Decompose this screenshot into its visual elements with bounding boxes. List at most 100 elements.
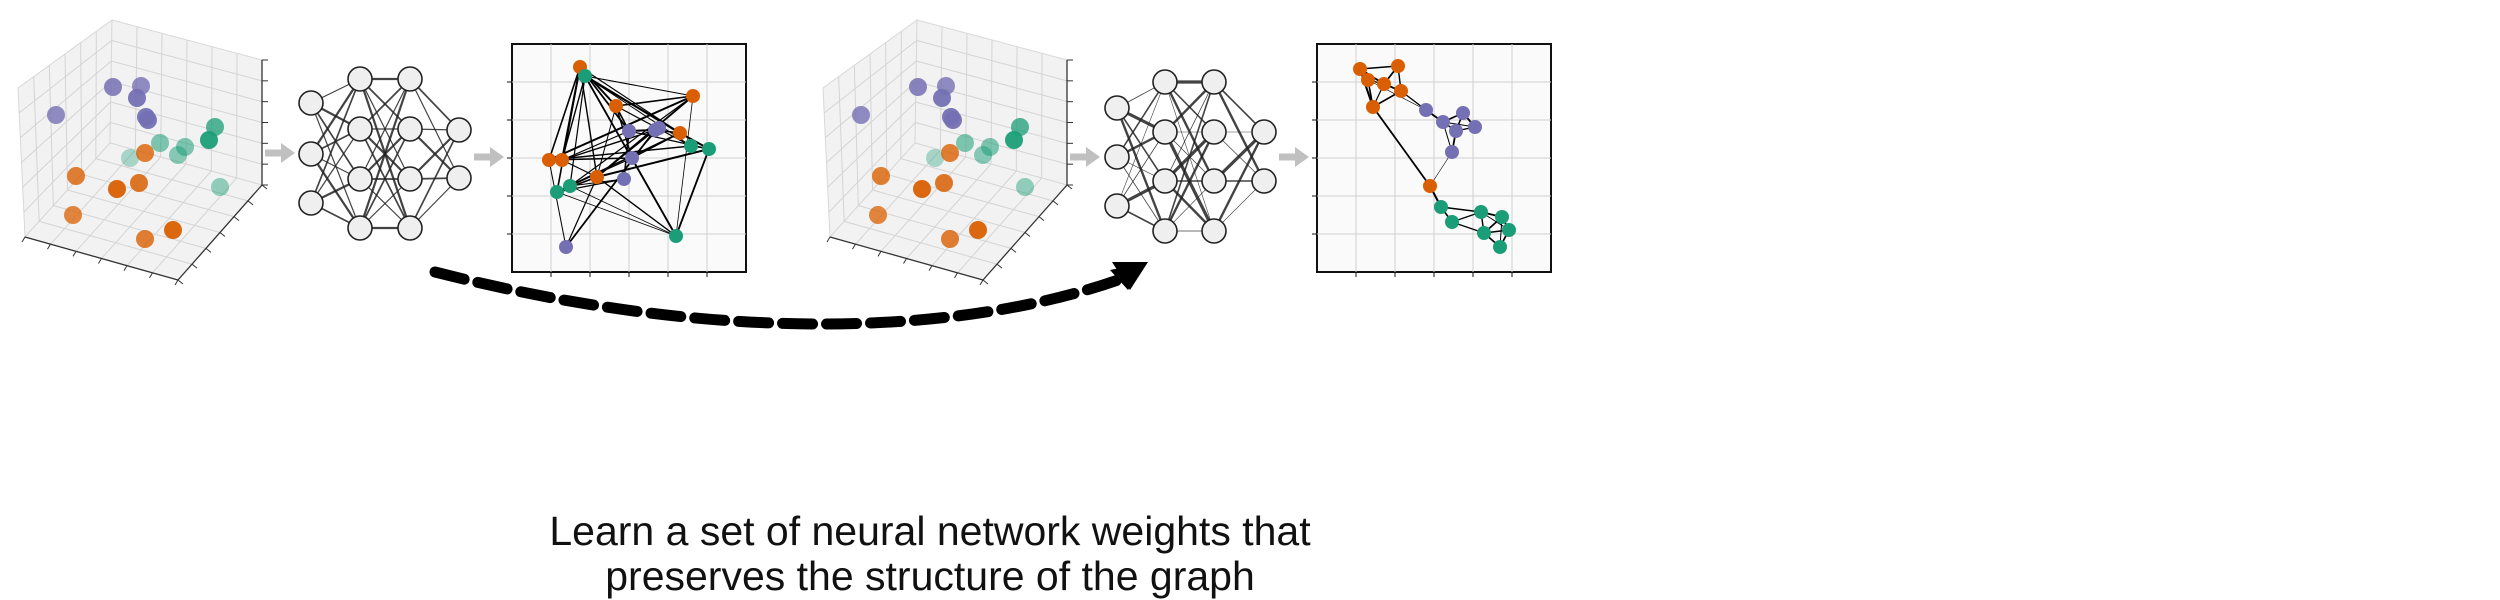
tick bbox=[150, 273, 153, 278]
tick bbox=[175, 280, 178, 285]
caption-line-2: preserves the structure of the graph bbox=[0, 553, 1860, 600]
neuron-node bbox=[1153, 219, 1177, 243]
neuron-node bbox=[1202, 169, 1226, 193]
data-point bbox=[1005, 131, 1023, 149]
neuron-node bbox=[1202, 70, 1226, 94]
data-point bbox=[941, 144, 959, 162]
tick bbox=[192, 264, 197, 268]
data-point bbox=[67, 167, 85, 185]
tick bbox=[48, 244, 51, 249]
graph-node bbox=[1493, 240, 1507, 254]
tick bbox=[983, 280, 988, 284]
tick bbox=[22, 237, 25, 242]
graph-node bbox=[1445, 215, 1459, 229]
tick bbox=[878, 251, 881, 256]
graph-node bbox=[652, 121, 666, 135]
neuron-node bbox=[1153, 120, 1177, 144]
graph-node bbox=[622, 124, 636, 138]
data-point bbox=[872, 167, 890, 185]
data-point bbox=[941, 230, 959, 248]
data-point bbox=[130, 174, 148, 192]
grid-line bbox=[1016, 47, 1017, 171]
data-point bbox=[211, 178, 229, 196]
neuron-node bbox=[1153, 70, 1177, 94]
graph-node bbox=[550, 185, 564, 199]
graph-node bbox=[669, 229, 683, 243]
graph-node bbox=[1391, 59, 1405, 73]
neuron-node bbox=[299, 191, 323, 215]
tick bbox=[980, 280, 983, 285]
neuron-node bbox=[398, 167, 422, 191]
tick bbox=[997, 264, 1002, 268]
tick bbox=[234, 217, 239, 221]
neuron-node bbox=[1202, 120, 1226, 144]
tick bbox=[904, 259, 907, 264]
neuron-node bbox=[398, 67, 422, 91]
data-point bbox=[913, 180, 931, 198]
graph-node bbox=[1468, 120, 1482, 134]
data-point bbox=[1016, 178, 1034, 196]
grid-line bbox=[96, 31, 97, 158]
graph-node bbox=[1423, 179, 1437, 193]
grid-line bbox=[901, 31, 902, 158]
arrow-head bbox=[1295, 147, 1309, 167]
tick bbox=[206, 248, 211, 252]
data-point bbox=[64, 206, 82, 224]
arrow-head bbox=[490, 147, 504, 167]
graph-node bbox=[673, 126, 687, 140]
neuron-node bbox=[348, 117, 372, 141]
tick bbox=[1011, 248, 1016, 252]
graph-node bbox=[1474, 205, 1488, 219]
data-point bbox=[852, 106, 870, 124]
tick bbox=[124, 266, 127, 271]
graph-embedding-panel-after bbox=[1312, 44, 1551, 277]
3d-scatter-panel-2 bbox=[823, 20, 1073, 285]
neuron-node bbox=[299, 91, 323, 115]
3d-scatter-panel-1 bbox=[18, 20, 268, 285]
graph-node bbox=[590, 170, 604, 184]
tick bbox=[1025, 233, 1030, 237]
data-point bbox=[933, 89, 951, 107]
data-point bbox=[164, 221, 182, 239]
tick bbox=[262, 185, 267, 189]
data-point bbox=[909, 78, 927, 96]
graph-node bbox=[1366, 100, 1380, 114]
arrow-head bbox=[1086, 147, 1100, 167]
neuron-node bbox=[447, 118, 471, 142]
flow-arrow-icon bbox=[474, 147, 504, 167]
data-point bbox=[108, 180, 126, 198]
neural-network-1 bbox=[299, 67, 471, 240]
tick bbox=[827, 237, 830, 242]
graph-embedding-panel-before bbox=[507, 44, 746, 277]
data-point bbox=[935, 174, 953, 192]
graph-node bbox=[1361, 73, 1375, 87]
data-point bbox=[956, 134, 974, 152]
neuron-node bbox=[1153, 169, 1177, 193]
data-point bbox=[136, 144, 154, 162]
neuron-node bbox=[1105, 96, 1129, 120]
data-point bbox=[104, 78, 122, 96]
data-point bbox=[969, 221, 987, 239]
tick bbox=[955, 273, 958, 278]
dashed-curve bbox=[435, 272, 1118, 324]
flow-arrow-icon bbox=[265, 143, 295, 163]
data-point bbox=[169, 146, 187, 164]
graph-node bbox=[1495, 210, 1509, 224]
neuron-node bbox=[348, 216, 372, 240]
neuron-node bbox=[447, 166, 471, 190]
graph-node bbox=[578, 69, 592, 83]
tick bbox=[929, 266, 932, 271]
graph-node bbox=[1436, 115, 1450, 129]
data-point bbox=[151, 134, 169, 152]
tick bbox=[248, 201, 253, 205]
graph-node bbox=[684, 139, 698, 153]
data-point bbox=[200, 131, 218, 149]
tick bbox=[220, 233, 225, 237]
graph-node bbox=[1394, 84, 1408, 98]
graph-node bbox=[609, 99, 623, 113]
graph-node bbox=[1434, 200, 1448, 214]
data-point bbox=[944, 111, 962, 129]
neuron-node bbox=[348, 167, 372, 191]
tick bbox=[99, 259, 102, 264]
data-point bbox=[128, 89, 146, 107]
